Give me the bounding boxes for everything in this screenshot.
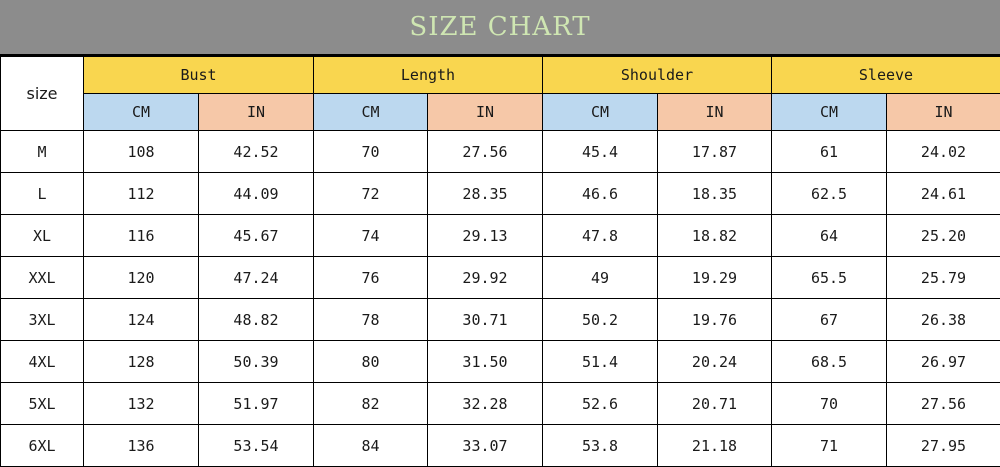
sleeve-cm-cell: 62.5 [772, 173, 887, 215]
group-header-row: size Bust Length Shoulder Sleeve [1, 57, 1000, 94]
shoulder-in-header: IN [658, 94, 772, 131]
shoulder-cm-cell: 45.4 [543, 131, 658, 173]
length-in-cell: 32.28 [428, 383, 543, 425]
sleeve-cm-cell: 71 [772, 425, 887, 467]
sleeve-in-cell: 27.56 [887, 383, 1000, 425]
sleeve-in-cell: 24.02 [887, 131, 1000, 173]
sleeve-cm-cell: 65.5 [772, 257, 887, 299]
sleeve-cm-cell: 64 [772, 215, 887, 257]
shoulder-cm-cell: 52.6 [543, 383, 658, 425]
size-label-cell: XXL [1, 257, 84, 299]
length-cm-cell: 74 [314, 215, 428, 257]
bust-in-cell: 50.39 [199, 341, 314, 383]
shoulder-cm-cell: 50.2 [543, 299, 658, 341]
length-in-cell: 31.50 [428, 341, 543, 383]
shoulder-cm-cell: 49 [543, 257, 658, 299]
bust-in-cell: 45.67 [199, 215, 314, 257]
shoulder-in-cell: 20.24 [658, 341, 772, 383]
size-column-header: size [1, 57, 84, 131]
length-header: Length [314, 57, 543, 94]
length-cm-cell: 78 [314, 299, 428, 341]
sleeve-in-cell: 24.61 [887, 173, 1000, 215]
length-cm-cell: 80 [314, 341, 428, 383]
bust-in-cell: 44.09 [199, 173, 314, 215]
size-label-cell: XL [1, 215, 84, 257]
size-label-cell: M [1, 131, 84, 173]
shoulder-in-cell: 20.71 [658, 383, 772, 425]
bust-cm-cell: 112 [84, 173, 199, 215]
sleeve-header: Sleeve [772, 57, 1000, 94]
length-cm-cell: 70 [314, 131, 428, 173]
size-label-cell: L [1, 173, 84, 215]
bust-cm-cell: 116 [84, 215, 199, 257]
size-label-cell: 6XL [1, 425, 84, 467]
bust-cm-cell: 124 [84, 299, 199, 341]
chart-title: SIZE CHART [409, 12, 590, 42]
length-in-header: IN [428, 94, 543, 131]
sleeve-cm-cell: 67 [772, 299, 887, 341]
sleeve-in-cell: 25.20 [887, 215, 1000, 257]
sleeve-cm-cell: 61 [772, 131, 887, 173]
bust-in-cell: 53.54 [199, 425, 314, 467]
size-label-cell: 4XL [1, 341, 84, 383]
shoulder-cm-cell: 53.8 [543, 425, 658, 467]
shoulder-in-cell: 19.29 [658, 257, 772, 299]
sleeve-in-header: IN [887, 94, 1000, 131]
sleeve-cm-cell: 68.5 [772, 341, 887, 383]
length-in-cell: 28.35 [428, 173, 543, 215]
length-in-cell: 30.71 [428, 299, 543, 341]
shoulder-in-cell: 19.76 [658, 299, 772, 341]
bust-in-cell: 47.24 [199, 257, 314, 299]
shoulder-in-cell: 17.87 [658, 131, 772, 173]
shoulder-in-cell: 18.35 [658, 173, 772, 215]
sleeve-in-cell: 26.97 [887, 341, 1000, 383]
bust-cm-header: CM [84, 94, 199, 131]
length-cm-cell: 84 [314, 425, 428, 467]
length-in-cell: 33.07 [428, 425, 543, 467]
bust-cm-cell: 120 [84, 257, 199, 299]
title-bar: SIZE CHART [0, 0, 1000, 56]
length-in-cell: 29.92 [428, 257, 543, 299]
length-in-cell: 27.56 [428, 131, 543, 173]
shoulder-header: Shoulder [543, 57, 772, 94]
shoulder-cm-header: CM [543, 94, 658, 131]
bust-cm-cell: 128 [84, 341, 199, 383]
bust-cm-cell: 136 [84, 425, 199, 467]
bust-header: Bust [84, 57, 314, 94]
shoulder-cm-cell: 51.4 [543, 341, 658, 383]
size-table: size Bust Length Shoulder Sleeve CM IN C… [0, 56, 1000, 467]
bust-in-cell: 51.97 [199, 383, 314, 425]
bust-cm-cell: 132 [84, 383, 199, 425]
shoulder-in-cell: 18.82 [658, 215, 772, 257]
shoulder-cm-cell: 47.8 [543, 215, 658, 257]
shoulder-cm-cell: 46.6 [543, 173, 658, 215]
sleeve-in-cell: 27.95 [887, 425, 1000, 467]
bust-in-cell: 42.52 [199, 131, 314, 173]
bust-in-cell: 48.82 [199, 299, 314, 341]
sleeve-in-cell: 25.79 [887, 257, 1000, 299]
size-label-cell: 3XL [1, 299, 84, 341]
length-in-cell: 29.13 [428, 215, 543, 257]
bust-in-header: IN [199, 94, 314, 131]
length-cm-header: CM [314, 94, 428, 131]
sleeve-in-cell: 26.38 [887, 299, 1000, 341]
bust-cm-cell: 108 [84, 131, 199, 173]
unit-header-row: CM IN CM IN CM IN CM IN [1, 94, 1000, 131]
sleeve-cm-cell: 70 [772, 383, 887, 425]
shoulder-in-cell: 21.18 [658, 425, 772, 467]
size-label-cell: 5XL [1, 383, 84, 425]
length-cm-cell: 72 [314, 173, 428, 215]
length-cm-cell: 82 [314, 383, 428, 425]
length-cm-cell: 76 [314, 257, 428, 299]
sleeve-cm-header: CM [772, 94, 887, 131]
